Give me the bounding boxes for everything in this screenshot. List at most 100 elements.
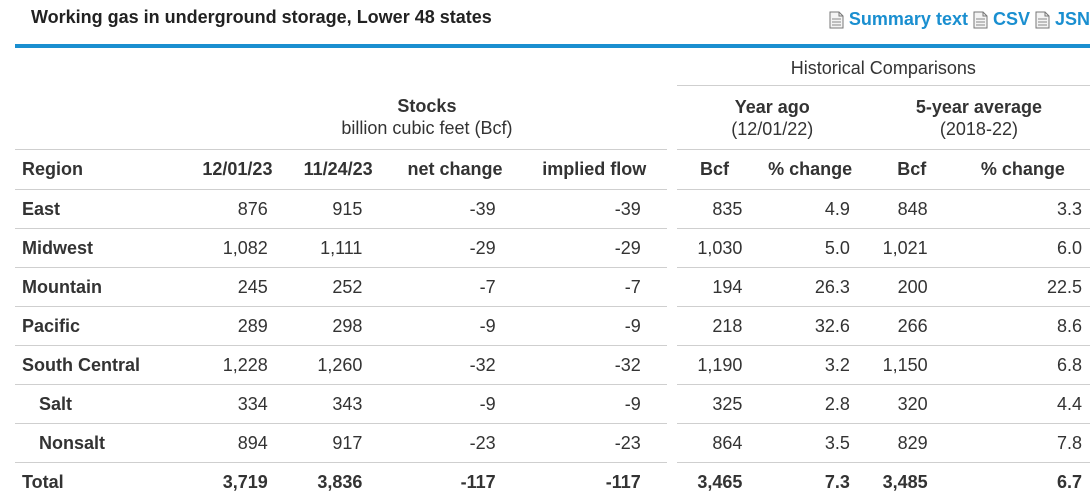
table-cell: 1,190 [676, 345, 753, 385]
download-links: Summary text CSV JSN [824, 9, 1090, 30]
year-ago-group-header: Year ago (12/01/22) [677, 86, 868, 150]
row-region-label: Total [15, 462, 188, 501]
table-cell: -32 [521, 345, 667, 385]
table-cell: -23 [388, 423, 522, 463]
json-link[interactable]: JSN [1035, 9, 1090, 30]
table-cell: 266 [867, 306, 956, 346]
csv-link[interactable]: CSV [973, 9, 1030, 30]
table-cell: 298 [287, 306, 389, 346]
table-cell: 6.8 [955, 345, 1090, 385]
table-cell: -7 [388, 267, 522, 307]
table-row: Mountain 245 252 -7 -7 194 26.3 200 22.5 [15, 267, 1090, 307]
table-cell: -9 [388, 384, 522, 424]
table-cell: 876 [187, 189, 288, 229]
table-cell: 32.6 [752, 306, 868, 346]
stocks-units: billion cubic feet (Bcf) [341, 118, 513, 139]
row-region-label: Mountain [15, 267, 188, 307]
table-cell: 320 [867, 384, 956, 424]
table-row: Midwest 1,082 1,111 -29 -29 1,030 5.0 1,021 6.0 [15, 228, 1090, 268]
table-cell: -29 [521, 228, 667, 268]
table-cell: 252 [287, 267, 389, 307]
col-header-fiveyr-bcf: Bcf [867, 149, 956, 190]
col-header-net-change: net change [388, 149, 522, 190]
table-cell: 1,021 [867, 228, 956, 268]
page-title: Working gas in underground storage, Lowe… [31, 7, 492, 27]
table-cell: 245 [187, 267, 288, 307]
document-icon [829, 11, 844, 28]
table-cell: -117 [521, 462, 667, 501]
table-row: Pacific 289 298 -9 -9 218 32.6 266 8.6 [15, 306, 1090, 346]
table-cell: -29 [388, 228, 522, 268]
col-header-region: Region [15, 149, 188, 190]
table-cell: 343 [287, 384, 389, 424]
col-header-fiveyr-pct: % change [955, 149, 1090, 190]
table-cell: 3,836 [287, 462, 389, 501]
table-cell: 1,030 [676, 228, 753, 268]
storage-table: Historical Comparisons Stocks billion cu… [15, 52, 1090, 501]
summary-text-link[interactable]: Summary text [829, 9, 968, 30]
col-header-date2: 11/24/23 [287, 149, 389, 190]
five-year-group-header: 5-year average (2018-22) [868, 86, 1090, 150]
table-cell: 6.0 [955, 228, 1090, 268]
document-icon [1035, 11, 1050, 28]
table-row: Salt 334 343 -9 -9 325 2.8 320 4.4 [15, 384, 1090, 424]
row-region-label: Salt [15, 384, 188, 424]
table-cell: 4.4 [955, 384, 1090, 424]
table-cell: 4.9 [752, 189, 868, 229]
row-region-label: South Central [15, 345, 188, 385]
table-cell: 6.7 [955, 462, 1090, 501]
table-cell: -39 [521, 189, 667, 229]
table-cell: 1,260 [287, 345, 389, 385]
historical-comparisons-label: Historical Comparisons [676, 52, 1090, 86]
header-rule [15, 44, 1090, 48]
table-cell: 848 [867, 189, 956, 229]
table-cell: 289 [187, 306, 288, 346]
table-cell: 1,082 [187, 228, 288, 268]
row-region-label: East [15, 189, 188, 229]
table-cell: 917 [287, 423, 389, 463]
col-header-yearago-bcf: Bcf [676, 149, 753, 190]
five-year-range: (2018-22) [939, 118, 1018, 139]
stocks-label: Stocks [397, 96, 457, 117]
table-row: East 876 915 -39 -39 835 4.9 848 3.3 [15, 189, 1090, 229]
table-cell: 829 [867, 423, 956, 463]
table-cell: -39 [388, 189, 522, 229]
table-cell: 3,485 [867, 462, 956, 501]
stocks-group-header: Stocks billion cubic feet (Bcf) [187, 86, 667, 150]
table-cell: 22.5 [955, 267, 1090, 307]
table-cell: 915 [287, 189, 389, 229]
table-cell: 194 [676, 267, 753, 307]
table-cell: 26.3 [752, 267, 868, 307]
table-cell: 2.8 [752, 384, 868, 424]
table-cell: 835 [676, 189, 753, 229]
table-cell: 200 [867, 267, 956, 307]
table-cell: 325 [676, 384, 753, 424]
row-region-label: Nonsalt [15, 423, 188, 463]
table-cell: 8.6 [955, 306, 1090, 346]
year-ago-date: (12/01/22) [731, 118, 814, 139]
table-cell: 218 [676, 306, 753, 346]
row-region-label: Pacific [15, 306, 188, 346]
column-header-row: Region 12/01/23 11/24/23 net change impl… [15, 149, 1090, 190]
col-header-yearago-pct: % change [752, 149, 868, 190]
table-cell: 7.3 [752, 462, 868, 501]
col-header-implied-flow: implied flow [521, 149, 667, 190]
table-cell: 3,465 [676, 462, 753, 501]
table-cell: 3.5 [752, 423, 868, 463]
col-header-date1: 12/01/23 [187, 149, 288, 190]
csv-label: CSV [992, 9, 1030, 29]
table-cell: 334 [187, 384, 288, 424]
year-ago-label: Year ago [734, 96, 810, 117]
table-cell: -7 [521, 267, 667, 307]
table-cell: 1,111 [287, 228, 389, 268]
table-cell: 3.3 [955, 189, 1090, 229]
table-cell: -117 [388, 462, 522, 501]
table-row: Nonsalt 894 917 -23 -23 864 3.5 829 7.8 [15, 423, 1090, 463]
table-row: South Central 1,228 1,260 -32 -32 1,190 3.2 1,1… [15, 345, 1090, 385]
table-cell: 1,228 [187, 345, 288, 385]
document-icon [973, 11, 988, 28]
table-cell: 5.0 [752, 228, 868, 268]
table-row: Total 3,719 3,836 -117 -117 3,465 7.3 3,485 6.7 [15, 462, 1090, 501]
table-cell: 864 [676, 423, 753, 463]
table-cell: 7.8 [955, 423, 1090, 463]
